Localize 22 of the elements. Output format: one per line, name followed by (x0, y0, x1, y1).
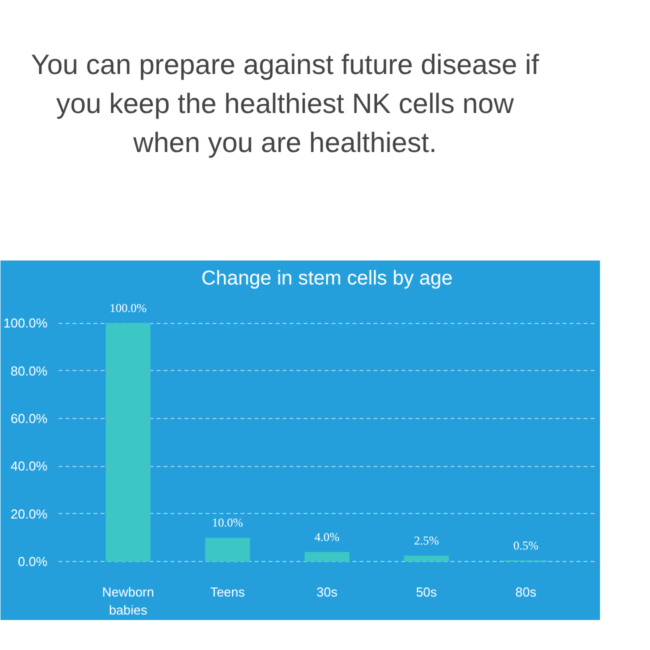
bar (106, 323, 150, 562)
y-tick-label: 40.0% (10, 458, 48, 474)
y-tick-label: 20.0% (10, 506, 48, 522)
x-tick-label: Teens (210, 584, 246, 600)
bar (304, 552, 350, 562)
data-label: 10.0% (212, 516, 244, 530)
data-label: 0.5% (513, 538, 538, 552)
x-tick-label: 30s (316, 584, 338, 600)
bar (205, 538, 250, 562)
y-tick-label: 100.0% (3, 316, 48, 331)
data-label: 100.0% (110, 301, 147, 316)
chart-subtitle: You can prepare against future disease if you keep the healthiest NK cells now when you are healthiest. (30, 48, 540, 160)
x-tick-label: 80s (515, 584, 537, 600)
x-tick-label: 50s (416, 584, 438, 600)
x-tick-label: Newborn babies (102, 584, 154, 618)
y-tick-label: 60.0% (10, 411, 48, 426)
y-tick-label: 0.0% (18, 554, 48, 570)
y-tick-label: 80.0% (10, 363, 48, 378)
data-label: 2.5% (414, 534, 439, 548)
chart-title: Change in stem cells by age (201, 268, 453, 290)
data-label: 4.0% (314, 530, 340, 544)
bar (404, 556, 449, 562)
